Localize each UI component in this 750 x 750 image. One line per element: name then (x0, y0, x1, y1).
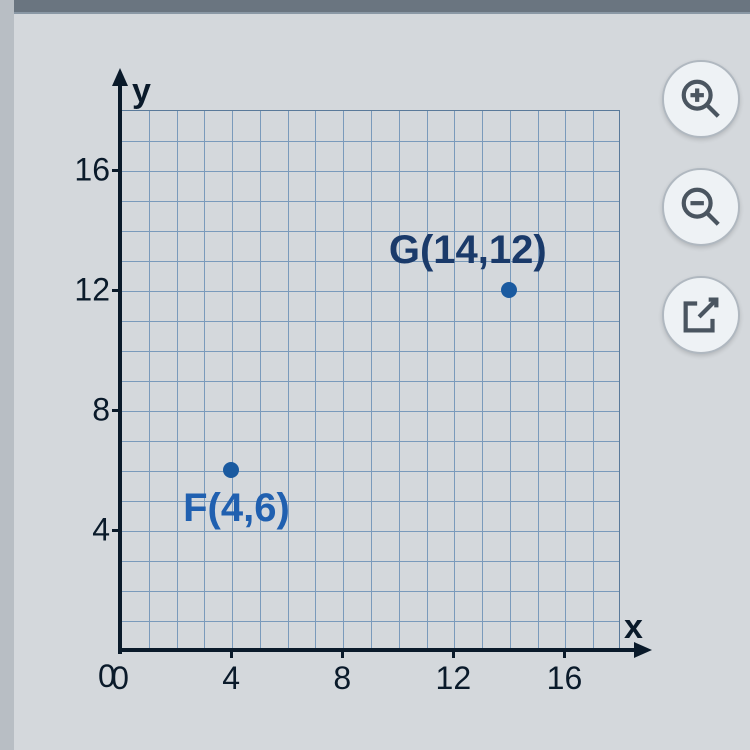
x-tick-label: 8 (333, 660, 351, 697)
point-g (501, 282, 517, 298)
y-tick-label: 16 (74, 152, 110, 189)
grid-line (121, 351, 619, 352)
toolbar (662, 60, 740, 354)
y-tick-mark (112, 409, 122, 412)
grid-line (565, 111, 566, 649)
grid-line (399, 111, 400, 649)
zoom-in-icon (678, 76, 724, 122)
x-tick-mark (230, 648, 233, 658)
x-axis-label: x (624, 608, 643, 647)
grid-line (121, 441, 619, 442)
x-tick-mark (452, 648, 455, 658)
grid-line (288, 111, 289, 649)
window-top-border (0, 0, 750, 14)
open-external-button[interactable] (662, 276, 740, 354)
point-f (223, 462, 239, 478)
x-tick-label: 4 (222, 660, 240, 697)
zoom-in-button[interactable] (662, 60, 740, 138)
grid (120, 110, 620, 650)
y-tick-mark (112, 169, 122, 172)
x-axis (118, 648, 638, 652)
y-tick-mark (112, 529, 122, 532)
grid-line (232, 111, 233, 649)
window-left-border (0, 0, 14, 750)
x-tick-label: 12 (436, 660, 472, 697)
grid-line (371, 111, 372, 649)
zoom-out-icon (678, 184, 724, 230)
grid-line (121, 621, 619, 622)
grid-line (121, 561, 619, 562)
grid-line (510, 111, 511, 649)
zoom-out-button[interactable] (662, 168, 740, 246)
x-tick-mark (563, 648, 566, 658)
grid-line (260, 111, 261, 649)
grid-line (149, 111, 150, 649)
grid-line (454, 111, 455, 649)
grid-line (482, 111, 483, 649)
y-axis-arrow (112, 68, 128, 86)
grid-line (121, 291, 619, 292)
x-tick-label: 0 (111, 660, 129, 697)
point-label-g: G(14,12) (389, 228, 547, 273)
grid-line (121, 471, 619, 472)
grid-line (121, 171, 619, 172)
y-tick-label: 12 (74, 272, 110, 309)
y-axis-label: y (132, 72, 151, 111)
grid-line (343, 111, 344, 649)
grid-line (121, 321, 619, 322)
y-tick-label: 4 (92, 512, 110, 549)
coordinate-chart: y x 0 4812160481216 F(4,6)G(14,12) (70, 60, 635, 700)
point-label-f: F(4,6) (183, 486, 290, 531)
grid-line (121, 531, 619, 532)
grid-line (121, 411, 619, 412)
grid-line (204, 111, 205, 649)
grid-line (121, 381, 619, 382)
grid-line (315, 111, 316, 649)
grid-line (177, 111, 178, 649)
grid-line (121, 201, 619, 202)
grid-line (121, 591, 619, 592)
y-axis (118, 82, 122, 654)
y-tick-label: 8 (92, 392, 110, 429)
grid-line (538, 111, 539, 649)
grid-line (427, 111, 428, 649)
open-external-icon (678, 292, 724, 338)
x-tick-mark (341, 648, 344, 658)
grid-line (121, 141, 619, 142)
y-tick-mark (112, 289, 122, 292)
x-tick-label: 16 (547, 660, 583, 697)
grid-line (593, 111, 594, 649)
